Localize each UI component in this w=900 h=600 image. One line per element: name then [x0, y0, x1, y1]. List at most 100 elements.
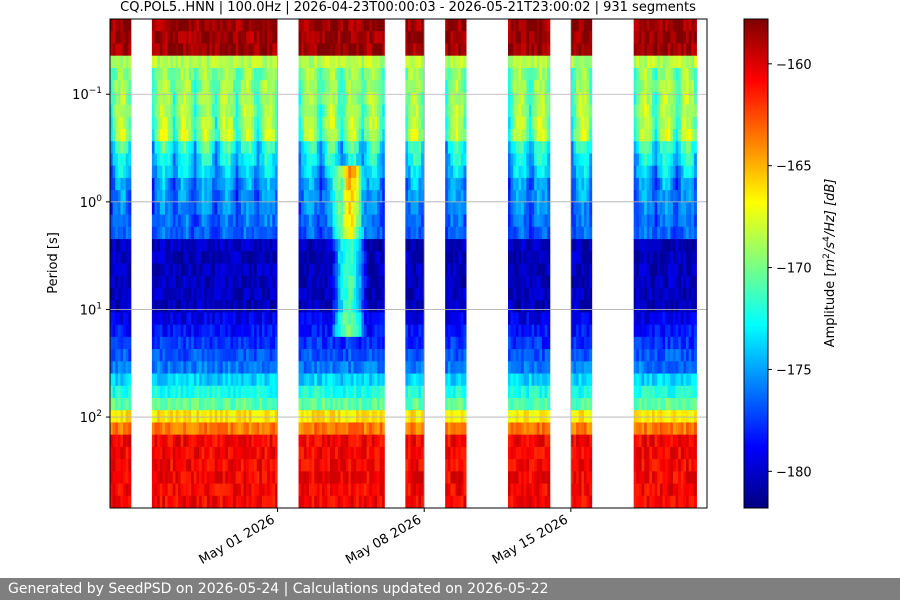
heatmap-cell: [363, 483, 368, 497]
heatmap-cell: [157, 214, 161, 228]
heatmap-cell: [162, 471, 166, 484]
heatmap-cell: [128, 471, 132, 484]
heatmap-cell: [356, 300, 360, 313]
heatmap-cell: [343, 141, 347, 154]
heatmap-cell: [151, 239, 155, 252]
heatmap-cell: [227, 141, 231, 154]
heatmap-cell: [233, 495, 237, 508]
heatmap-cell: [570, 116, 574, 130]
heatmap-cell: [225, 471, 229, 484]
heatmap-cell: [159, 434, 163, 448]
heatmap-cell: [377, 214, 381, 228]
heatmap-cell: [154, 324, 158, 338]
heatmap-cell: [243, 446, 247, 460]
heatmap-cell: [407, 446, 411, 460]
heatmap-cell: [117, 483, 121, 497]
heatmap-cell: [159, 410, 163, 423]
heatmap-cell: [379, 177, 383, 191]
heatmap-cell: [340, 471, 344, 484]
heatmap-cell: [407, 202, 411, 215]
heatmap-cell: [361, 80, 365, 93]
heatmap-cell: [445, 104, 449, 118]
heatmap-cell: [274, 385, 278, 399]
heatmap-cell: [463, 361, 467, 374]
heatmap-cell: [332, 43, 336, 57]
heatmap-cell: [324, 483, 328, 497]
heatmap-cell: [154, 422, 158, 436]
heatmap-cell: [350, 422, 354, 436]
heatmap-cell: [298, 275, 302, 289]
heatmap-cell: [112, 165, 116, 179]
heatmap-cell: [196, 434, 200, 448]
heatmap-cell: [267, 177, 271, 191]
heatmap-cell: [243, 251, 247, 264]
heatmap-cell: [340, 43, 344, 57]
heatmap-cell: [515, 165, 519, 179]
heatmap-cell: [233, 226, 237, 240]
heatmap-cell: [117, 459, 121, 472]
heatmap-cell: [327, 410, 331, 423]
heatmap-cell: [366, 177, 370, 191]
heatmap-cell: [455, 43, 459, 57]
heatmap-cell: [183, 104, 187, 118]
heatmap-cell: [455, 397, 459, 411]
heatmap-cell: [335, 373, 339, 387]
heatmap-cell: [528, 263, 532, 277]
heatmap-cell: [311, 31, 315, 44]
heatmap-cell: [264, 141, 268, 154]
heatmap-cell: [235, 349, 239, 362]
heatmap-cell: [123, 239, 127, 252]
heatmap-cell: [157, 177, 161, 191]
heatmap-cell: [450, 92, 454, 105]
heatmap-cell: [316, 19, 320, 32]
heatmap-cell: [201, 190, 205, 203]
heatmap-cell: [196, 214, 200, 228]
heatmap-cell: [201, 43, 205, 57]
heatmap-cell: [246, 67, 250, 81]
heatmap-cell: [240, 116, 244, 130]
heatmap-cell: [301, 410, 305, 423]
heatmap-cell: [112, 324, 116, 338]
heatmap-cell: [324, 446, 328, 460]
heatmap-cell: [343, 446, 347, 460]
heatmap-cell: [508, 471, 512, 484]
heatmap-cell: [251, 55, 255, 69]
heatmap-cell: [112, 190, 116, 203]
heatmap-cell: [225, 324, 229, 338]
heatmap-cell: [246, 43, 250, 57]
heatmap-cell: [322, 422, 326, 436]
heatmap-cell: [544, 202, 548, 215]
heatmap-cell: [251, 459, 255, 472]
heatmap-cell: [413, 495, 417, 508]
heatmap-cell: [450, 153, 454, 167]
heatmap-cell: [259, 312, 263, 326]
heatmap-cell: [306, 129, 310, 142]
heatmap-cell: [413, 422, 417, 436]
heatmap-cell: [110, 19, 114, 32]
heatmap-cell: [570, 43, 574, 57]
heatmap-cell: [335, 55, 339, 69]
heatmap-cell: [115, 275, 119, 289]
heatmap-cell: [374, 373, 378, 387]
heatmap-cell: [123, 422, 127, 436]
heatmap-cell: [536, 19, 540, 32]
heatmap-cell: [117, 434, 121, 448]
heatmap-cell: [453, 251, 457, 264]
heatmap-cell: [314, 263, 318, 277]
heatmap-cell: [303, 214, 307, 228]
heatmap-cell: [235, 153, 239, 167]
heatmap-cell: [544, 190, 548, 203]
heatmap-cell: [316, 312, 320, 326]
heatmap-cell: [358, 422, 362, 436]
heatmap-cell: [510, 373, 514, 387]
heatmap-cell: [303, 226, 307, 240]
heatmap-cell: [209, 495, 213, 508]
heatmap-cell: [345, 165, 349, 179]
heatmap-cell: [298, 214, 302, 228]
heatmap-cell: [269, 459, 273, 472]
heatmap-cell: [206, 251, 210, 264]
heatmap-cell: [407, 251, 411, 264]
heatmap-cell: [374, 190, 378, 203]
heatmap-cell: [447, 471, 451, 484]
heatmap-cell: [196, 31, 200, 44]
